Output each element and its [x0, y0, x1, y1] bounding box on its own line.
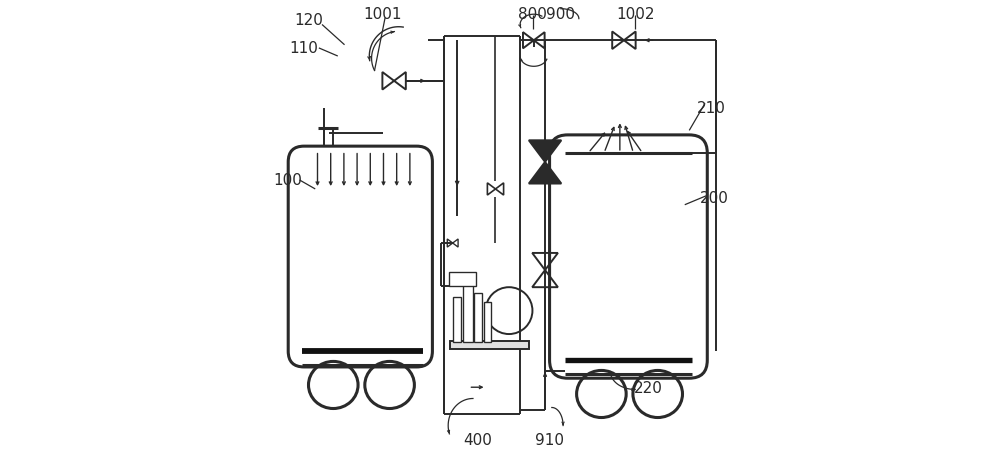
- Text: 400: 400: [463, 432, 492, 446]
- Text: 220: 220: [634, 380, 663, 395]
- FancyBboxPatch shape: [550, 136, 707, 378]
- Text: 200: 200: [700, 191, 728, 206]
- Polygon shape: [529, 162, 561, 184]
- Bar: [463, 284, 473, 342]
- Bar: [449, 273, 476, 286]
- Text: 1002: 1002: [616, 7, 654, 22]
- Text: 120: 120: [294, 14, 323, 28]
- Text: 900: 900: [546, 7, 575, 22]
- Bar: [474, 293, 482, 342]
- Bar: [484, 302, 491, 342]
- FancyBboxPatch shape: [288, 147, 432, 367]
- Bar: [453, 298, 461, 342]
- Text: 100: 100: [273, 173, 302, 188]
- Text: 210: 210: [697, 101, 726, 116]
- Text: 910: 910: [535, 432, 564, 446]
- Text: 110: 110: [290, 41, 318, 55]
- Polygon shape: [529, 141, 561, 162]
- Text: 800: 800: [518, 7, 547, 22]
- Text: 1001: 1001: [364, 7, 402, 22]
- Bar: [450, 341, 529, 349]
